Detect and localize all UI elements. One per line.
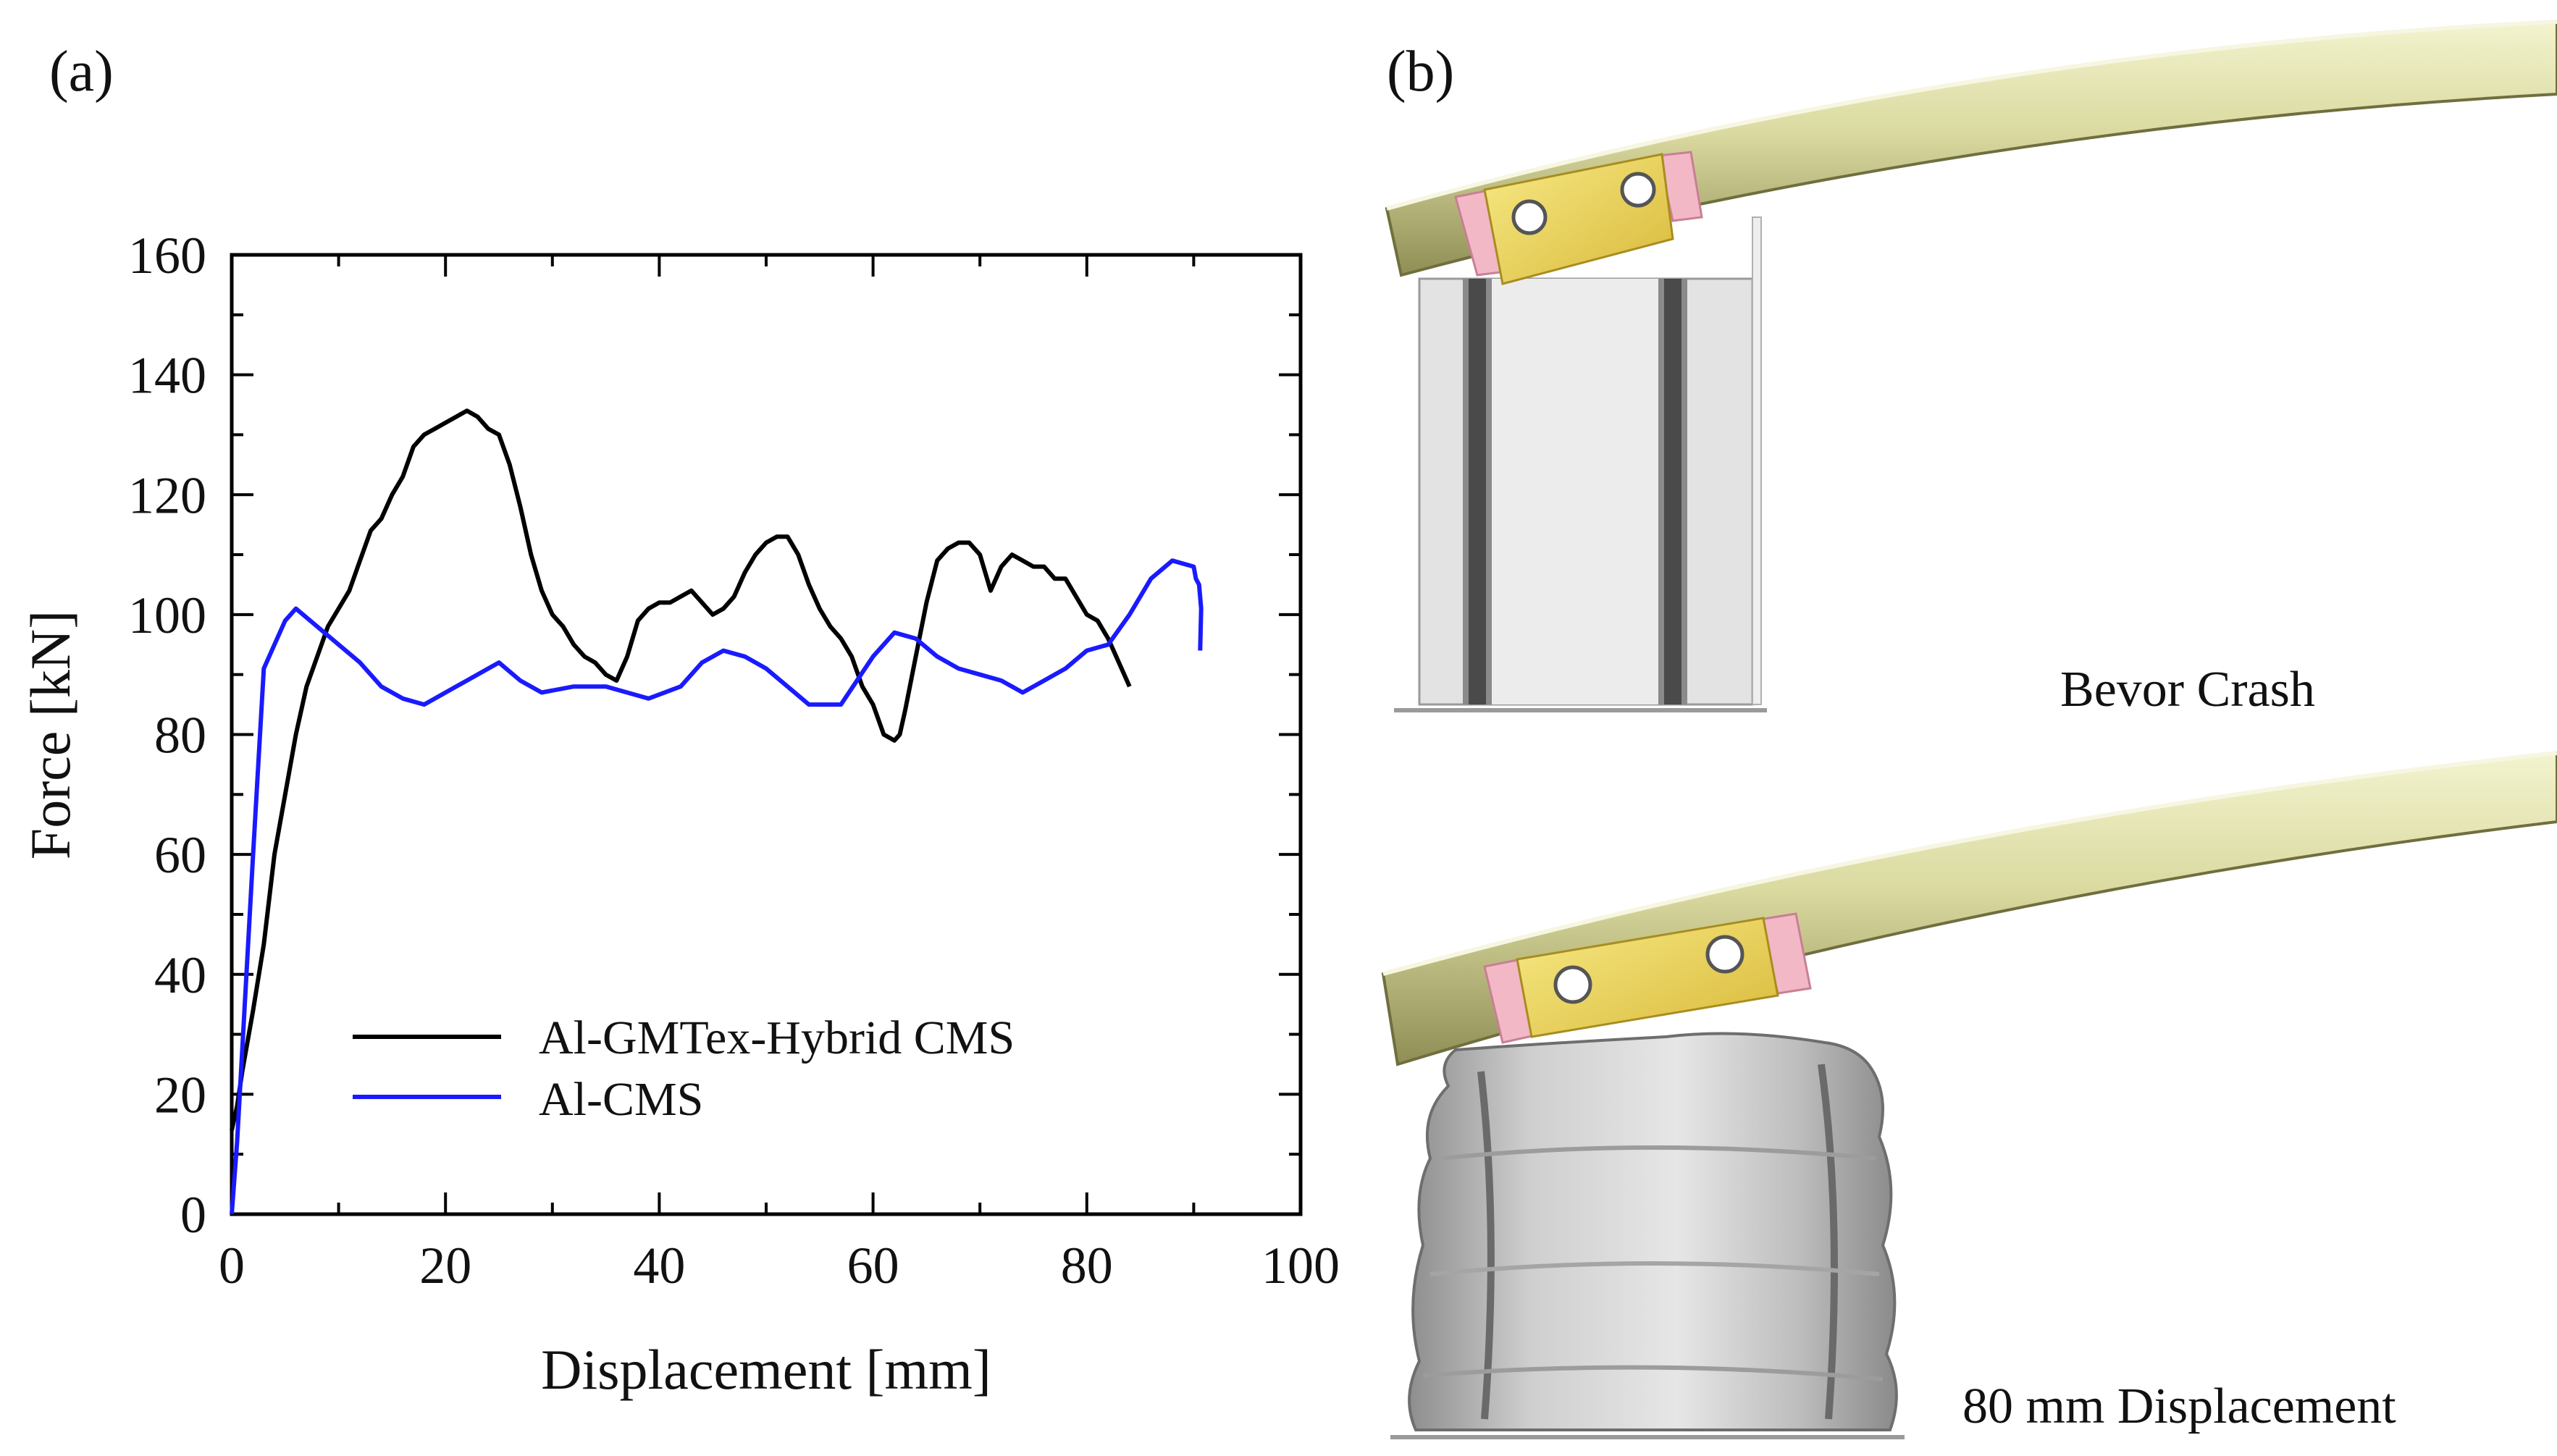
- crash-column-intact: [1418, 216, 1762, 706]
- before-crash-view: Bevor Crash: [1385, 20, 2557, 718]
- simulation-panel: (b) Bevor Cras: [1381, 20, 2557, 1439]
- y-axis-label: Force [kN]: [19, 610, 82, 859]
- crushed-column: [1408, 1032, 1898, 1431]
- y-tick-label: 100: [128, 586, 206, 644]
- circle-hole-icon: [1511, 199, 1548, 235]
- y-tick-label: 40: [154, 946, 206, 1004]
- x-tick-label: 0: [219, 1237, 245, 1295]
- x-axis-label: Displacement [mm]: [541, 1338, 991, 1401]
- panel-b-label: (b): [1387, 40, 1454, 104]
- x-tick-label: 80: [1061, 1237, 1113, 1295]
- caption-before-crash: Bevor Crash: [2060, 662, 2315, 718]
- axis-ticks: 0 20 40 60 80 100 0 20 40 60 80 100 120 140 160: [128, 227, 1340, 1295]
- circle-hole-icon: [1553, 965, 1592, 1004]
- circle-hole-icon: [1705, 935, 1744, 974]
- chart-panel: (a) 0 20 40 60 80 100 0 20 40 60 80 100 120 140 160 Di…: [19, 40, 1340, 1401]
- bumper-beam-top: [1385, 20, 2557, 277]
- series-line-al-cms: [230, 558, 1204, 1215]
- legend: Al-GMTex-Hybrid CMS Al-CMS: [353, 1011, 1015, 1126]
- x-tick-label: 60: [847, 1237, 899, 1295]
- y-tick-label: 140: [128, 347, 206, 405]
- y-tick-label: 80: [154, 707, 206, 765]
- legend-label-al-cms: Al-CMS: [539, 1073, 703, 1126]
- y-tick-label: 60: [154, 826, 206, 884]
- y-tick-label: 160: [128, 227, 206, 285]
- x-tick-label: 40: [633, 1237, 685, 1295]
- plot-frame: [230, 253, 1303, 1216]
- y-tick-label: 120: [128, 466, 206, 524]
- series-layer: [230, 408, 1204, 1215]
- panel-a-label: (a): [49, 40, 114, 104]
- y-tick-label: 0: [180, 1186, 206, 1244]
- series-line-hybrid-cms: [230, 408, 1132, 1131]
- x-tick-label: 20: [419, 1237, 471, 1295]
- caption-80mm-displacement: 80 mm Displacement: [1962, 1379, 2396, 1434]
- y-tick-label: 20: [154, 1066, 206, 1124]
- after-crash-view: 80 mm Displacement: [1381, 751, 2557, 1439]
- legend-label-hybrid: Al-GMTex-Hybrid CMS: [539, 1011, 1015, 1064]
- circle-hole-icon: [1620, 172, 1656, 208]
- x-tick-label: 100: [1261, 1237, 1340, 1295]
